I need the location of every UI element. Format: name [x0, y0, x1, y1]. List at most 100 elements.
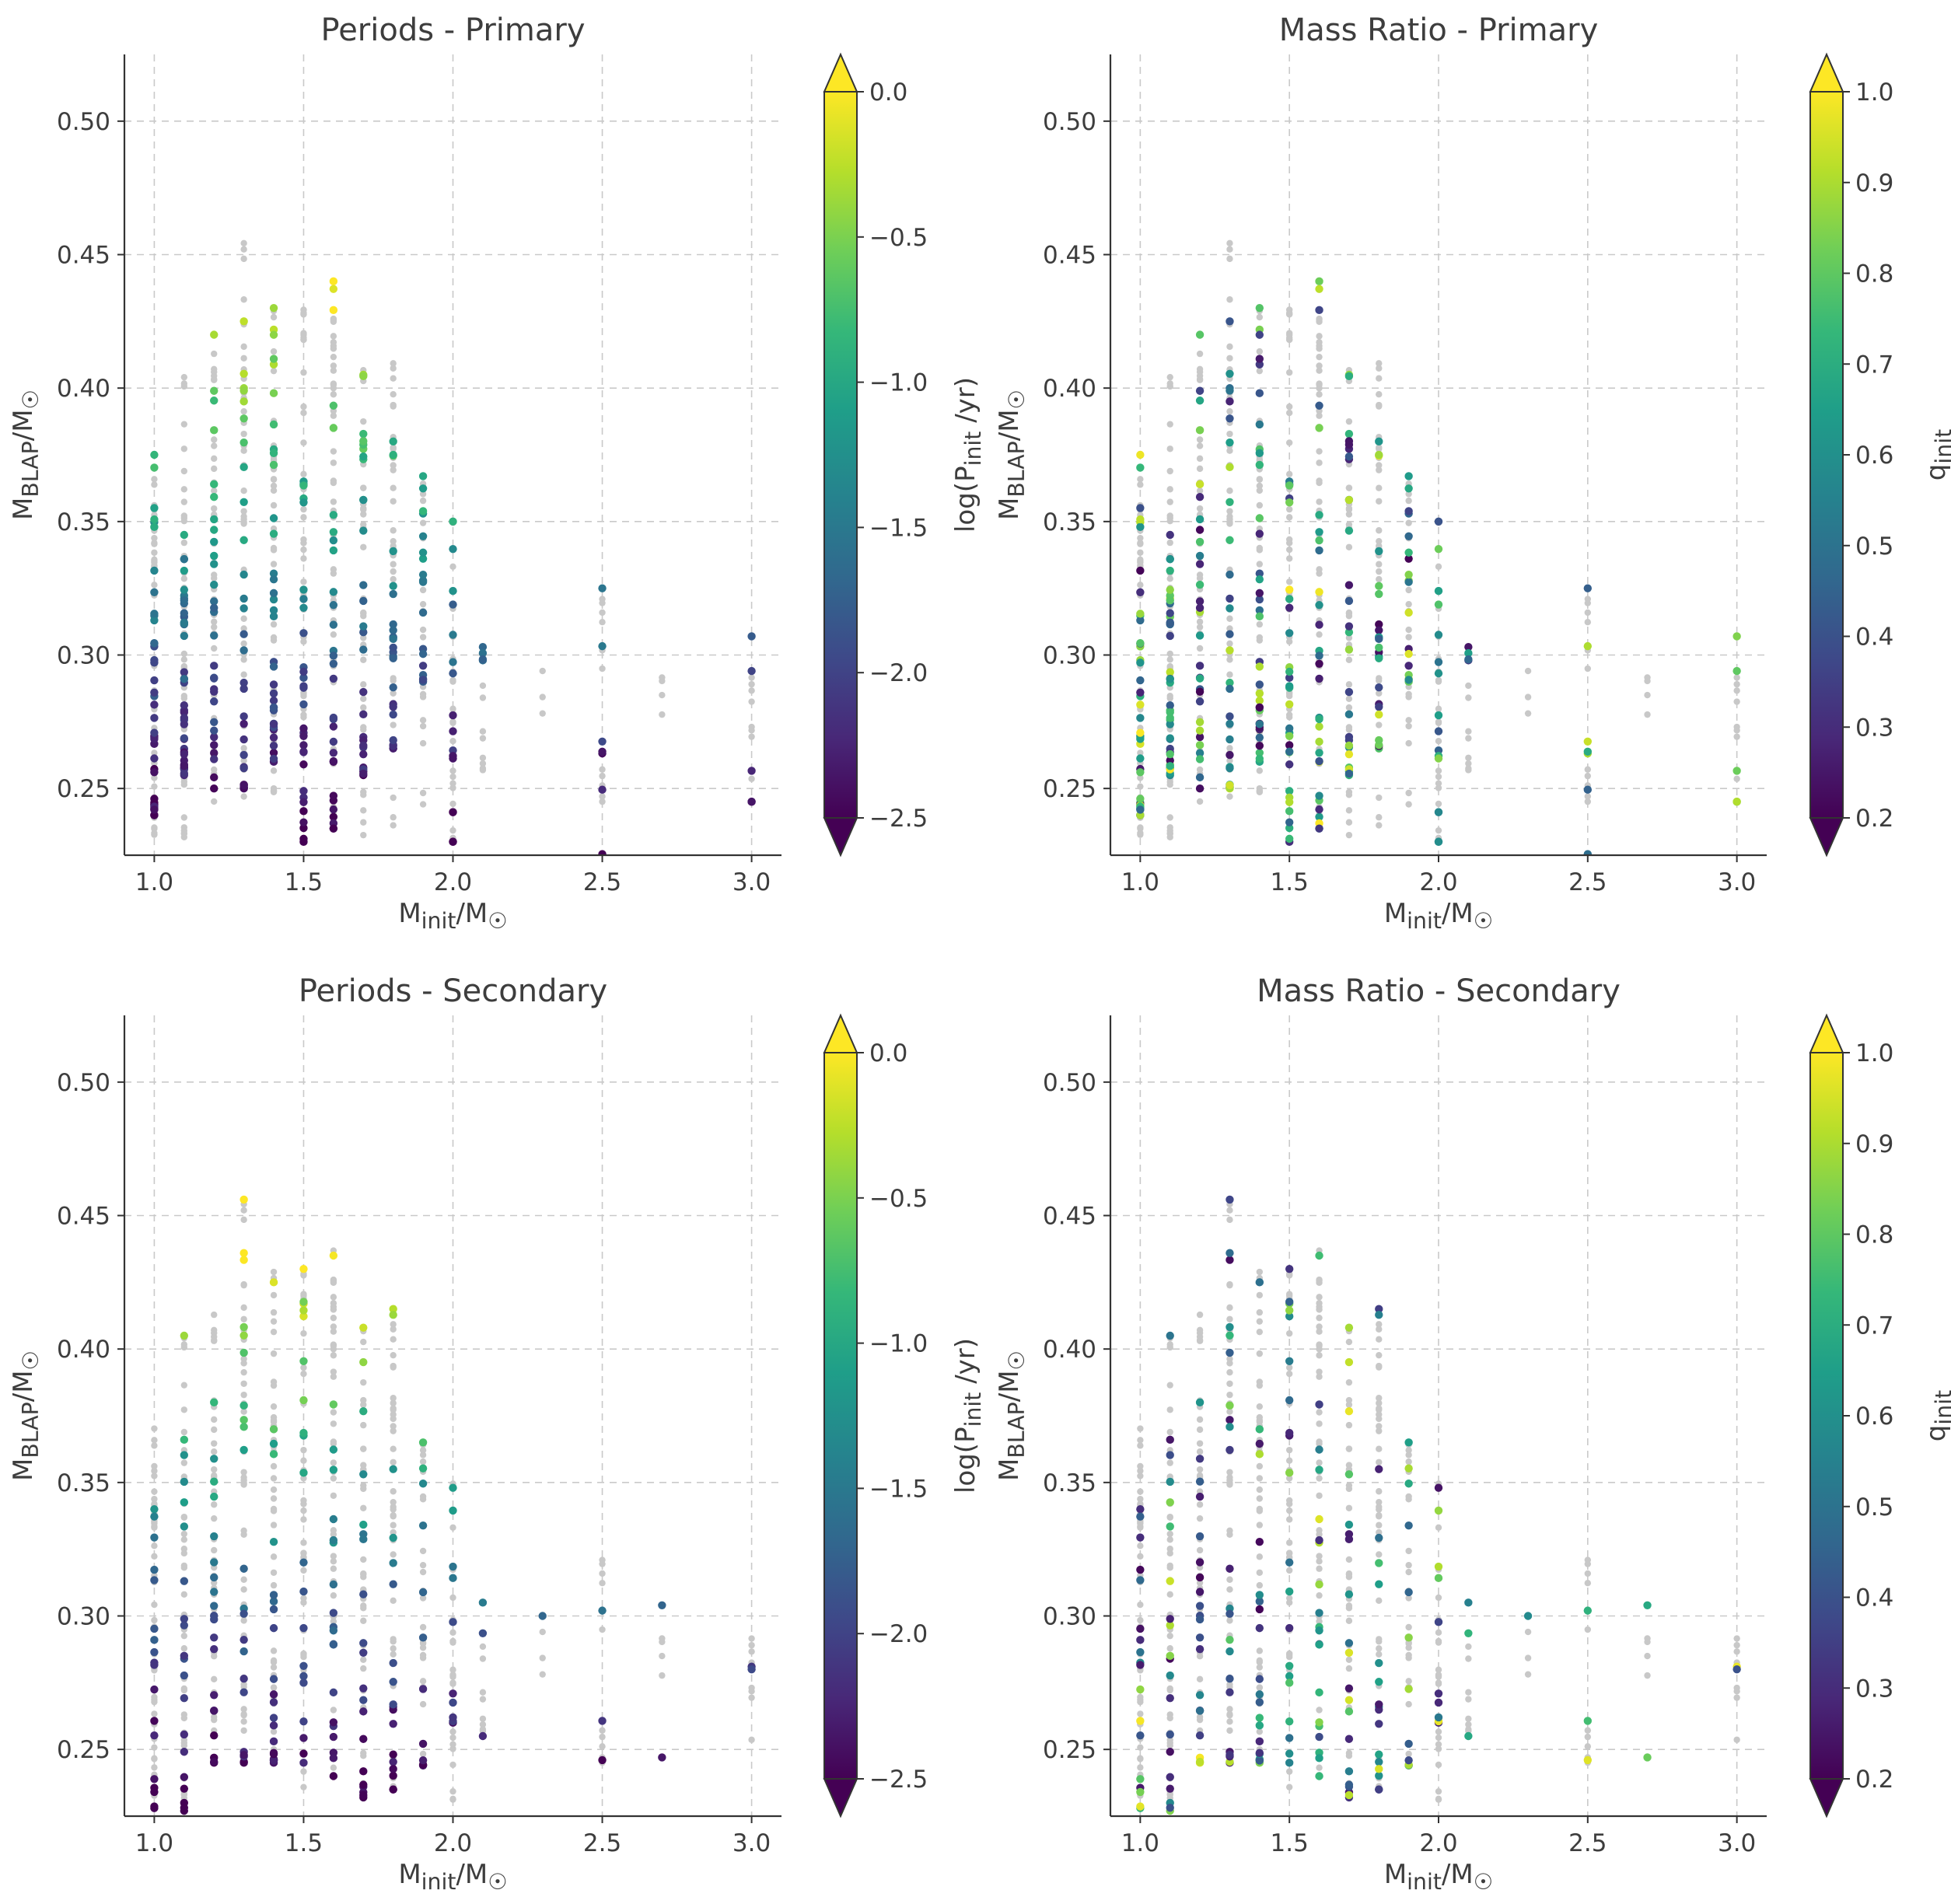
background-point [360, 1574, 367, 1581]
data-point [180, 749, 189, 759]
background-point [1345, 656, 1353, 663]
data-point [1344, 1520, 1354, 1529]
data-point [418, 570, 428, 579]
background-point [300, 711, 307, 718]
data-point [1375, 710, 1383, 719]
data-point [180, 1730, 189, 1739]
data-point [1344, 710, 1354, 719]
data-point [389, 1758, 397, 1766]
background-point [1316, 318, 1323, 325]
background-point [1465, 728, 1472, 735]
background-point [1733, 733, 1740, 740]
background-point [1345, 1752, 1353, 1759]
data-point [1225, 735, 1234, 744]
y-axis-label: MBLAP/M☉ [994, 390, 1030, 520]
colorbar-tick-label: 0.4 [1855, 624, 1893, 652]
background-point [1226, 513, 1233, 520]
background-point [1733, 1736, 1740, 1743]
background-point [390, 403, 397, 410]
background-point [360, 1445, 367, 1452]
background-point [330, 498, 337, 505]
background-point [1196, 645, 1204, 652]
data-point [1583, 737, 1593, 746]
background-point [419, 1644, 427, 1651]
background-point [1196, 1336, 1204, 1343]
background-point [270, 1569, 278, 1576]
data-point [210, 1558, 219, 1567]
background-point [1196, 798, 1204, 805]
background-point [1166, 1632, 1173, 1640]
data-point [1255, 612, 1264, 621]
panel-title: Mass Ratio - Primary [1279, 12, 1599, 48]
data-point [1195, 551, 1205, 561]
background-point [151, 783, 158, 790]
data-point [1225, 684, 1234, 693]
colorbar-tick-label: 0.7 [1855, 1312, 1893, 1340]
data-point [1375, 1750, 1383, 1759]
background-point [1733, 1688, 1740, 1695]
data-point [1225, 1750, 1234, 1759]
data-point [329, 1640, 338, 1649]
background-point [748, 1688, 755, 1695]
background-point [300, 540, 307, 547]
background-point [330, 318, 337, 325]
data-point [1255, 420, 1264, 429]
background-point [419, 586, 427, 594]
x-tick-label: 1.5 [285, 868, 323, 896]
data-point [359, 1535, 368, 1544]
data-point [269, 514, 278, 522]
data-point [299, 1428, 308, 1438]
data-point [1344, 452, 1354, 461]
background-point [1316, 1591, 1323, 1599]
colorbar-extend-max [823, 1013, 858, 1053]
background-point [330, 342, 337, 350]
data-point [359, 710, 368, 719]
background-point [330, 1409, 337, 1416]
background-point [151, 559, 158, 566]
background-point [1137, 1520, 1144, 1527]
data-point [1434, 1506, 1443, 1515]
background-point [1285, 514, 1293, 521]
data-point [1315, 306, 1323, 315]
data-point [180, 619, 189, 627]
x-tick-label: 2.5 [583, 868, 621, 896]
data-point [1285, 1717, 1294, 1726]
background-point [270, 1417, 278, 1424]
data-point [1255, 1749, 1264, 1757]
y-tick-label: 0.45 [57, 242, 110, 270]
data-point [240, 1322, 248, 1332]
data-point [389, 1720, 397, 1728]
background-point [151, 1756, 158, 1763]
data-point [1255, 569, 1264, 578]
background-point [330, 1294, 337, 1301]
background-point [1256, 1486, 1264, 1494]
colorbar-tick-label: 0.6 [1855, 1403, 1893, 1431]
background-point [599, 1556, 606, 1563]
background-point [270, 1403, 278, 1410]
data-point [359, 1735, 368, 1743]
background-point [270, 1462, 278, 1470]
background-point [1376, 794, 1383, 802]
data-point [1285, 1312, 1294, 1321]
background-point [270, 1318, 278, 1325]
data-point [1255, 330, 1264, 339]
background-point [1435, 784, 1442, 791]
background-point [1345, 1462, 1353, 1469]
background-point [1584, 772, 1592, 780]
colorbar-tick-label: −2.0 [869, 659, 928, 687]
background-point [449, 738, 456, 745]
background-point [270, 313, 278, 321]
data-point [449, 1483, 457, 1492]
background-point [360, 1401, 367, 1408]
data-point [1434, 544, 1443, 554]
background-point [1435, 1524, 1442, 1531]
data-point [1285, 595, 1294, 603]
data-point [1404, 1464, 1413, 1473]
background-point [1584, 1733, 1592, 1741]
background-point [659, 691, 666, 699]
background-point [1226, 1727, 1233, 1735]
data-point [598, 584, 607, 592]
data-point [210, 515, 219, 524]
